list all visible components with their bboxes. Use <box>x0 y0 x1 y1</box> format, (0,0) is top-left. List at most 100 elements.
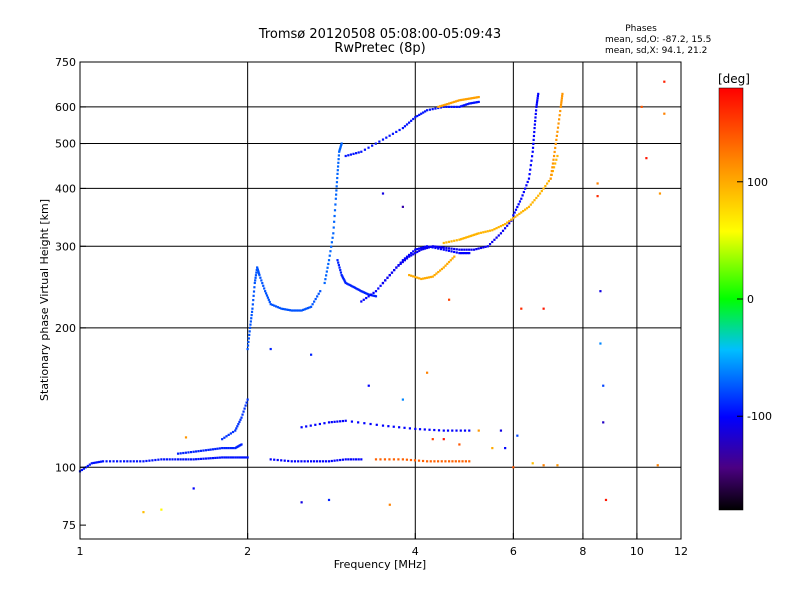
data-point <box>501 224 505 227</box>
data-point <box>337 154 340 157</box>
data-point <box>122 460 126 463</box>
data-point <box>367 293 370 296</box>
data-point <box>551 169 555 173</box>
data-point <box>160 508 163 511</box>
data-point <box>440 267 444 271</box>
data-point <box>338 150 341 153</box>
data-point <box>199 457 203 460</box>
data-point <box>241 413 244 416</box>
data-point <box>522 209 525 213</box>
data-point <box>332 226 335 229</box>
data-point <box>342 277 345 281</box>
data-point <box>333 459 336 462</box>
data-point <box>209 448 212 451</box>
phases-info-o: mean, sd,O: -87.2, 15.5 <box>605 35 711 45</box>
data-point <box>445 105 448 108</box>
data-point <box>148 459 151 462</box>
data-point <box>344 281 347 285</box>
data-point <box>239 418 242 421</box>
data-point <box>231 430 235 434</box>
data-point <box>280 307 283 310</box>
data-point <box>453 255 456 258</box>
data-point <box>310 353 313 356</box>
data-point <box>425 246 429 250</box>
data-point <box>297 460 300 463</box>
data-point <box>352 285 355 289</box>
data-point <box>403 259 407 262</box>
data-point <box>537 194 540 197</box>
data-point <box>414 252 417 255</box>
data-point <box>276 458 279 462</box>
data-point <box>339 458 342 462</box>
data-point <box>556 154 559 158</box>
data-point <box>340 273 343 277</box>
data-point <box>450 250 453 253</box>
data-point <box>367 384 370 387</box>
data-point <box>221 446 224 450</box>
data-point <box>440 104 444 107</box>
data-point <box>269 347 272 351</box>
data-point <box>435 272 438 275</box>
data-point <box>534 119 537 123</box>
data-point <box>362 298 365 301</box>
data-point <box>463 98 466 101</box>
data-point <box>317 292 320 295</box>
data-point <box>361 290 364 293</box>
data-point <box>531 150 534 153</box>
data-point <box>234 456 237 459</box>
data-point <box>318 460 322 463</box>
data-point <box>427 276 431 279</box>
data-point <box>250 317 253 320</box>
data-point <box>437 106 440 110</box>
data-point <box>518 212 521 215</box>
data-point <box>447 249 451 252</box>
data-point <box>145 459 148 463</box>
data-point <box>401 398 404 401</box>
data-point <box>518 200 522 203</box>
data-point <box>437 247 440 250</box>
data-point <box>468 97 471 100</box>
data-point <box>414 248 417 251</box>
data-point <box>324 460 328 463</box>
data-point <box>229 456 232 459</box>
data-point <box>461 98 464 101</box>
data-point <box>544 184 547 188</box>
data-point <box>355 152 358 155</box>
data-point <box>338 266 341 269</box>
data-point <box>560 97 563 100</box>
colorbar-ticks: 100 0 -100 <box>737 176 772 423</box>
data-point <box>547 180 550 183</box>
data-point <box>204 457 207 460</box>
data-point <box>447 460 451 463</box>
data-point <box>456 99 459 102</box>
data-point <box>521 194 524 197</box>
data-point <box>461 237 464 240</box>
data-point <box>556 130 559 133</box>
data-point <box>428 428 431 431</box>
data-point <box>392 458 396 461</box>
y-tick-label: 750 <box>55 56 76 69</box>
data-point <box>520 307 523 310</box>
data-point <box>663 80 666 83</box>
data-point <box>350 420 354 423</box>
data-point <box>246 398 249 401</box>
data-point <box>240 456 243 459</box>
data-point <box>310 305 313 308</box>
data-point <box>336 420 339 423</box>
data-point <box>520 197 523 200</box>
data-point <box>326 266 329 269</box>
data-point <box>477 232 480 235</box>
data-point <box>184 451 187 454</box>
data-point <box>599 290 602 293</box>
data-point <box>425 371 429 374</box>
data-point <box>529 168 532 171</box>
data-point <box>248 326 252 329</box>
data-point <box>295 309 298 312</box>
data-point <box>458 99 461 102</box>
data-point <box>458 248 461 251</box>
data-point <box>179 452 182 455</box>
data-point <box>551 162 555 165</box>
data-point <box>242 410 245 413</box>
data-point <box>420 112 423 115</box>
